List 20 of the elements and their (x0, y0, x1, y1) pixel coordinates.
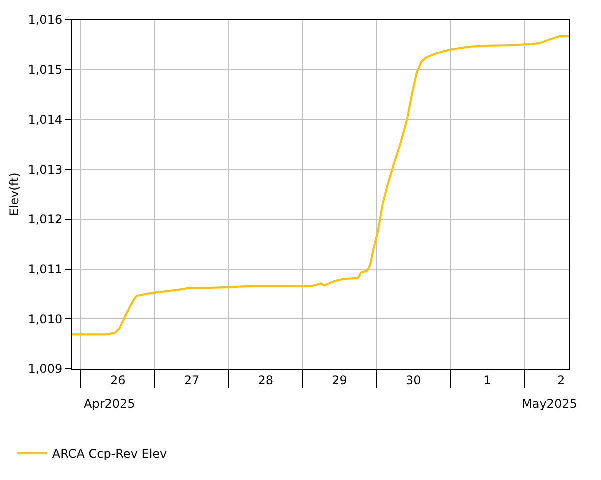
x-tick-label: 29 (332, 373, 348, 388)
x-tick-label: 2 (557, 373, 566, 388)
y-axis-title: Elev(ft) (8, 172, 22, 216)
y-tick-label: 1,009 (28, 362, 63, 376)
x-tick-label: 28 (258, 373, 274, 388)
y-tick-label: 1,013 (28, 162, 63, 177)
y-tick-label: 1,015 (28, 63, 63, 78)
text: May2025 (522, 397, 578, 411)
x-tick-label: 30 (406, 373, 422, 388)
y-tick-label: 1,011 (28, 262, 63, 276)
y-tick-label: 1,016 (28, 13, 63, 28)
y-tick-label: 1,012 (28, 212, 63, 227)
x-tick-label: 1 (484, 373, 492, 388)
y-tick-label: 1,010 (28, 312, 63, 326)
text: Apr2025 (84, 397, 136, 411)
x-tick-label: 27 (184, 373, 200, 388)
x-tick-label: 26 (110, 373, 126, 388)
line-series (72, 35, 569, 336)
y-tick-label: 1,014 (28, 112, 63, 127)
legend-label: ARCA Ccp-Rev Elev (52, 446, 168, 461)
